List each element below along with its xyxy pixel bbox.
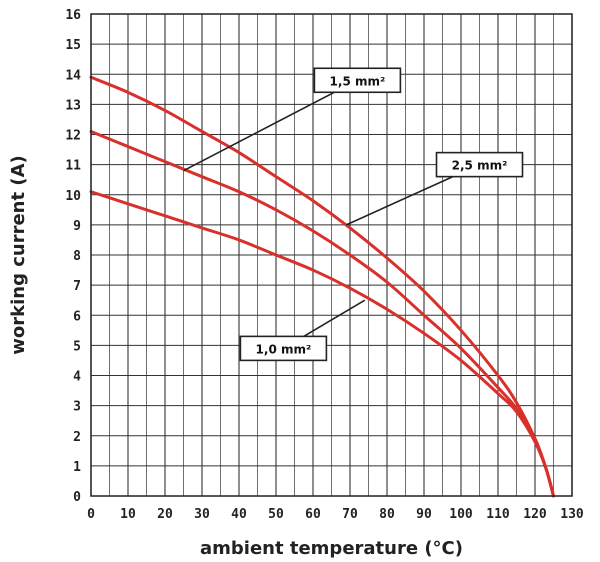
x-axis-ticks: 0 10 20 30 40 50 60 70 80 90 100 110 120 130: [87, 507, 584, 522]
callouts-group: 1,5 mm² 2,5 mm² 1,0 mm²: [183, 67, 524, 362]
y-tick-label: 8: [73, 249, 81, 264]
callout-box-1: [313, 67, 402, 94]
y-tick-label: 12: [65, 129, 81, 144]
callout-label-3: 1,0 mm²: [256, 342, 312, 356]
y-tick-label: 16: [65, 8, 81, 23]
y-tick-label: 0: [73, 490, 81, 505]
y-tick-label: 15: [65, 38, 81, 53]
plot-frame: [90, 13, 573, 497]
x-tick-label: 20: [157, 507, 173, 522]
x-tick-label: 70: [342, 507, 358, 522]
y-tick-label: 14: [65, 68, 81, 83]
y-tick-label: 9: [73, 219, 81, 234]
series-group: [89, 75, 555, 498]
callout-label-1: 1,5 mm²: [330, 74, 386, 88]
x-tick-label: 0: [87, 507, 95, 522]
y-tick-label: 11: [65, 159, 81, 174]
y-tick-label: 13: [65, 98, 81, 113]
y-tick-label: 7: [73, 279, 81, 294]
x-tick-label: 120: [523, 507, 547, 522]
y-axis-label: working current (A): [8, 155, 29, 355]
x-tick-label: 10: [120, 507, 136, 522]
callout-leader-1: [183, 79, 358, 172]
x-tick-label: 110: [486, 507, 510, 522]
x-tick-label: 30: [194, 507, 210, 522]
x-tick-label: 50: [268, 507, 284, 522]
y-tick-label: 1: [73, 460, 81, 475]
callout-label-2: 2,5 mm²: [452, 159, 508, 173]
series-line-2: [89, 129, 555, 498]
x-tick-label: 80: [379, 507, 395, 522]
x-tick-label: 90: [416, 507, 432, 522]
y-tick-label: 3: [73, 400, 81, 415]
y-tick-label: 6: [73, 309, 81, 324]
y-tick-label: 10: [65, 189, 81, 204]
callout-box-2: [435, 151, 524, 178]
x-tick-label: 100: [449, 507, 473, 522]
y-tick-label: 4: [73, 370, 81, 385]
x-tick-label: 40: [231, 507, 247, 522]
callout-box-3: [239, 335, 328, 362]
x-tick-label: 130: [560, 507, 584, 522]
x-tick-label: 60: [305, 507, 321, 522]
y-tick-label: 5: [73, 339, 81, 354]
series-line-1: [89, 75, 555, 498]
y-tick-label: 2: [73, 430, 81, 445]
series-line-3: [89, 190, 555, 498]
x-axis-label: ambient temperature (°C): [200, 538, 463, 559]
